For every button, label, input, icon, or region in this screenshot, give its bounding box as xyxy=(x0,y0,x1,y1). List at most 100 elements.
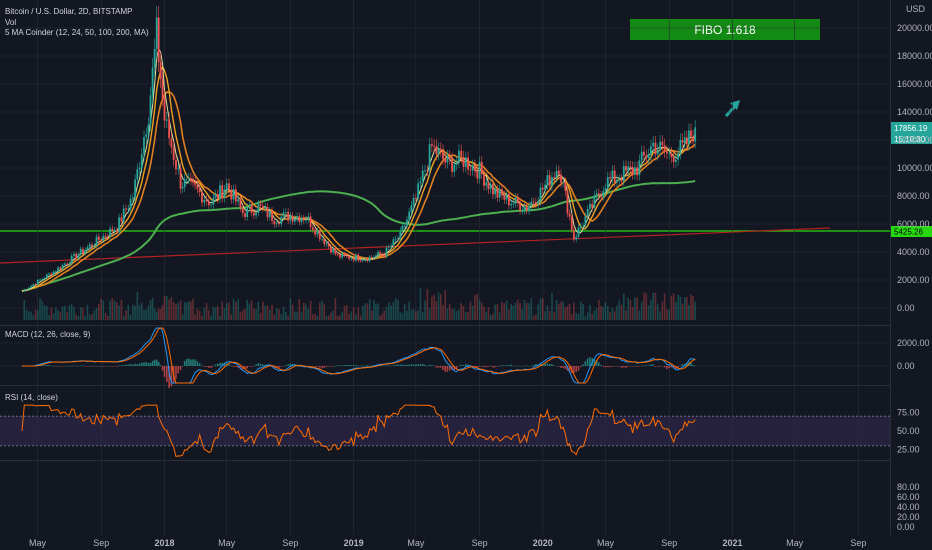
price-candle xyxy=(212,197,215,205)
price-candle xyxy=(32,284,35,286)
price-candle xyxy=(560,174,562,183)
trend-line[interactable] xyxy=(0,227,831,264)
price-candle xyxy=(442,150,444,159)
volume-bar xyxy=(275,307,278,320)
price-candle xyxy=(392,239,395,246)
macd-axis: 0.00 2000.00 xyxy=(0,338,930,371)
price-candle xyxy=(421,170,424,182)
macd-histogram-bar xyxy=(157,361,160,366)
volume-bar xyxy=(341,311,343,320)
volume-bar xyxy=(675,301,677,320)
macd-histogram-bar xyxy=(439,366,442,368)
price-candle xyxy=(460,150,463,157)
macd-histogram-bar xyxy=(668,366,671,369)
rsi-label[interactable]: RSI (14, close) xyxy=(5,393,58,402)
macd-histogram-bar xyxy=(177,366,180,374)
price-candle xyxy=(458,150,460,163)
price-candle xyxy=(330,246,332,253)
volume-bar xyxy=(426,289,429,320)
macd-histogram-bar xyxy=(359,365,362,367)
price-candle xyxy=(600,195,602,197)
macd-histogram-bar xyxy=(219,362,221,366)
volume-bar xyxy=(43,304,46,320)
volume-bar xyxy=(471,305,474,320)
volume-bar xyxy=(375,304,377,320)
price-candle xyxy=(168,119,170,139)
price-tick-label: 20000.00 xyxy=(897,23,932,33)
volume-label[interactable]: Vol xyxy=(5,18,16,27)
price-candle xyxy=(321,238,323,240)
price-candle xyxy=(311,227,314,230)
volume-bar xyxy=(140,303,143,320)
macd-histogram-bar xyxy=(287,364,289,366)
macd-histogram-bar xyxy=(631,366,634,367)
volume-bar xyxy=(435,300,438,320)
price-candle xyxy=(368,256,371,261)
macd-histogram-bar xyxy=(508,365,510,366)
macd-label[interactable]: MACD (12, 26, close, 9) xyxy=(5,330,91,339)
macd-histogram-bar xyxy=(46,365,48,366)
price-candle xyxy=(370,256,373,258)
price-candle xyxy=(379,252,381,255)
price-candle xyxy=(221,185,224,199)
volume-bar xyxy=(492,313,494,320)
indicator-label[interactable]: 5 MA Coinder (12, 24, 50, 100, 200, MA) xyxy=(5,28,149,37)
volume-bar xyxy=(410,309,413,320)
up-arrow-icon[interactable] xyxy=(724,100,740,118)
volume-bar xyxy=(598,299,600,320)
price-candle xyxy=(261,206,264,209)
volume-bar xyxy=(546,305,549,320)
macd-histogram-bar xyxy=(532,364,535,366)
price-candle xyxy=(219,185,221,199)
volume-bar xyxy=(618,300,621,320)
macd-histogram-bar xyxy=(564,366,567,369)
volume-bar xyxy=(681,303,684,320)
time-tick-label: 2019 xyxy=(344,538,364,548)
volume-bar xyxy=(539,298,542,320)
macd-histogram-bar xyxy=(368,365,371,367)
time-tick-label: May xyxy=(597,538,615,548)
price-candle xyxy=(410,205,413,212)
macd-histogram-bar xyxy=(598,362,600,366)
volume-bar xyxy=(514,302,517,320)
volume-bar xyxy=(307,308,310,320)
symbol-title[interactable]: Bitcoin / U.S. Dollar, 2D, BITSTAMP xyxy=(5,7,132,16)
price-candle xyxy=(383,254,386,257)
volume-bar xyxy=(136,291,139,320)
macd-histogram-bar xyxy=(70,365,73,367)
macd-histogram-bar xyxy=(408,364,410,366)
volume-bar xyxy=(616,305,618,320)
macd-histogram-bar xyxy=(134,363,136,366)
price-candle xyxy=(649,146,652,155)
macd-histogram-bar xyxy=(385,365,388,367)
fibo-box[interactable] xyxy=(630,19,820,40)
macd-histogram-bar xyxy=(107,365,109,367)
volume-bar xyxy=(584,315,587,320)
price-candle xyxy=(656,149,659,155)
price-series xyxy=(23,5,697,292)
macd-signal-line xyxy=(22,327,696,384)
macd-histogram-bar xyxy=(604,366,607,368)
price-candle xyxy=(155,17,158,50)
price-candle xyxy=(145,134,148,138)
macd-histogram-bar xyxy=(312,366,314,367)
volume-bar xyxy=(530,298,533,320)
price-axis: 0.00 2000.00 4000.00 6000.00 8000.00 10000.00… xyxy=(0,23,932,313)
price-candle xyxy=(546,175,549,185)
macd-histogram-bar xyxy=(512,365,515,367)
price-candle xyxy=(548,175,551,186)
price-candle xyxy=(431,144,433,146)
volume-bar xyxy=(558,303,560,320)
price-candle xyxy=(618,179,621,181)
volume-bar xyxy=(287,315,289,320)
macd-histogram-bar xyxy=(399,364,402,366)
macd-histogram-bar xyxy=(437,366,440,368)
price-candle xyxy=(113,230,116,232)
macd-histogram-bar xyxy=(52,365,55,367)
price-candle xyxy=(512,203,515,205)
macd-histogram-bar xyxy=(355,365,357,366)
macd-histogram-bar xyxy=(147,362,150,366)
price-candle xyxy=(555,170,558,178)
volume-bar xyxy=(629,300,632,320)
